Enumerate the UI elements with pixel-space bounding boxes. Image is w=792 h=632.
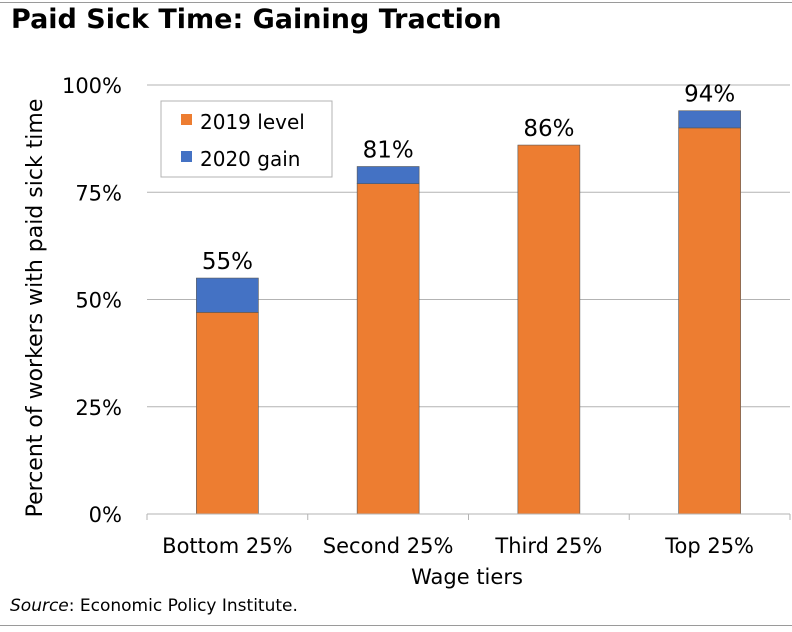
legend: 2019 level 2020 gain xyxy=(160,100,333,178)
bar-segment-2019 xyxy=(356,183,420,515)
source-prefix: Source xyxy=(10,596,69,616)
x-tick-label: Second 25% xyxy=(323,534,454,558)
bar-segment-2020-gain xyxy=(678,110,741,129)
data-label: 94% xyxy=(684,82,735,108)
x-tick-label: Bottom 25% xyxy=(162,534,292,558)
data-labels: 55% 81% 86% 94% xyxy=(202,82,735,275)
y-tick-label: 50% xyxy=(75,289,122,313)
x-axis: Bottom 25% Second 25% Third 25% Top 25% xyxy=(146,513,791,558)
legend-swatch-2020 xyxy=(181,151,192,162)
bar-segment-2020-gain xyxy=(356,166,420,184)
x-tick-label: Third 25% xyxy=(494,534,602,558)
x-axis-title: Wage tiers xyxy=(411,565,523,589)
chart-title: Paid Sick Time: Gaining Traction xyxy=(11,4,502,35)
x-tick-label: Top 25% xyxy=(664,534,754,558)
bar-segment-2019 xyxy=(678,127,741,515)
bar-segment-2019 xyxy=(196,312,259,515)
y-tick-label: 75% xyxy=(75,181,122,205)
legend-label-2019: 2019 level xyxy=(200,110,305,134)
y-tick-label: 0% xyxy=(89,503,122,527)
data-label: 55% xyxy=(202,249,253,275)
source-note: Source: Economic Policy Institute. xyxy=(10,596,298,616)
legend-swatch-2019 xyxy=(181,114,192,125)
bars xyxy=(196,110,741,515)
y-tick-label: 100% xyxy=(62,74,122,98)
bar-segment-2019 xyxy=(517,144,581,515)
data-label: 81% xyxy=(363,138,414,164)
legend-box xyxy=(160,100,333,178)
y-tick-label: 25% xyxy=(75,396,122,420)
legend-label-2020: 2020 gain xyxy=(200,147,300,171)
y-axis: 0% 25% 50% 75% 100% xyxy=(62,74,122,527)
bar-segment-2020-gain xyxy=(196,277,259,313)
y-axis-title: Percent of workers with paid sick time xyxy=(23,99,48,518)
data-label: 86% xyxy=(523,116,574,142)
top-rule xyxy=(0,2,792,3)
source-text: : Economic Policy Institute. xyxy=(68,596,298,616)
bottom-rule xyxy=(0,625,792,626)
